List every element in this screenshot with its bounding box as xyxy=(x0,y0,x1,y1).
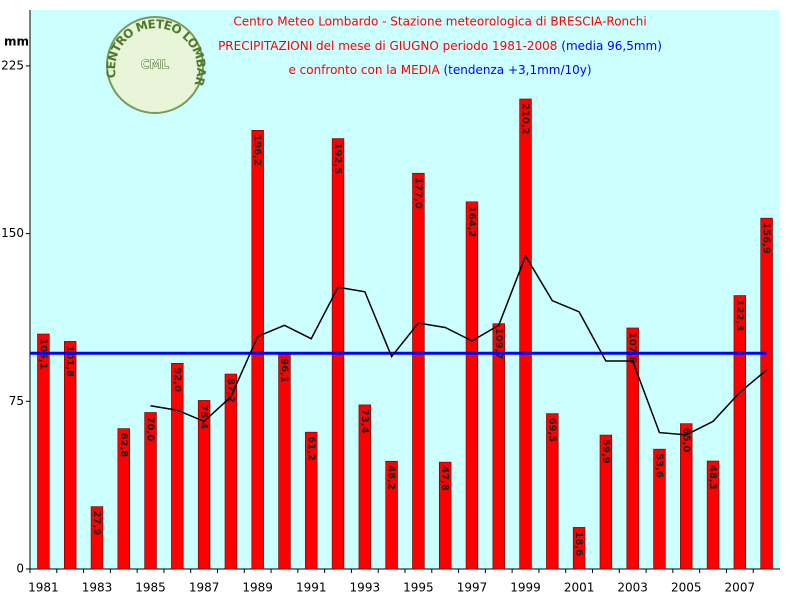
x-tick-label: 1981 xyxy=(28,581,59,595)
value-label: 177,0 xyxy=(412,177,423,209)
x-tick-label: 1995 xyxy=(403,581,434,595)
value-label: 48,3 xyxy=(707,465,718,490)
bar xyxy=(251,129,264,570)
bar xyxy=(653,448,666,570)
value-label: 109,7 xyxy=(493,328,504,360)
chart-title: Centro Meteo Lombardo - Stazione meteoro… xyxy=(233,15,646,29)
value-label: 164,2 xyxy=(466,206,477,238)
value-label: 122,3 xyxy=(734,300,745,332)
value-label: 47,8 xyxy=(439,466,450,491)
x-tick-label: 1993 xyxy=(350,581,381,595)
bar xyxy=(599,434,613,570)
bar xyxy=(358,404,372,570)
x-tick-label: 1983 xyxy=(82,581,113,595)
bar xyxy=(680,423,693,570)
bar xyxy=(760,217,773,570)
bar xyxy=(278,353,291,570)
logo-circle xyxy=(106,16,204,114)
value-label: 210,2 xyxy=(520,103,531,135)
subtitle-note: (media 96,5mm) xyxy=(561,39,662,53)
value-label: 18,6 xyxy=(573,531,584,556)
bar xyxy=(90,506,104,570)
subtitle2-note: (tendenza +3,1mm/10y) xyxy=(444,63,592,77)
value-label: 62,8 xyxy=(118,433,129,458)
bar xyxy=(626,327,639,570)
subtitle2-text: e confronto con la MEDIA xyxy=(288,63,440,77)
y-tick-label: 0 xyxy=(16,562,24,576)
value-label: 92,0 xyxy=(171,367,182,392)
value-label: 48,2 xyxy=(386,465,397,490)
x-tick-label: 2003 xyxy=(617,581,648,595)
value-label: 65,0 xyxy=(680,428,691,453)
bar xyxy=(572,527,586,570)
x-tick-label: 1989 xyxy=(242,581,273,595)
value-label: 96,1 xyxy=(278,358,289,383)
value-label: 27,9 xyxy=(91,511,102,536)
value-label: 70,0 xyxy=(145,416,156,441)
bar xyxy=(546,413,559,570)
value-label: 107,8 xyxy=(627,332,638,364)
bar xyxy=(733,295,747,570)
bar xyxy=(144,412,157,570)
bar xyxy=(117,428,130,570)
x-tick-label: 1987 xyxy=(189,581,220,595)
x-tick-label: 1991 xyxy=(296,581,327,595)
bar xyxy=(224,373,238,570)
bar xyxy=(412,172,425,570)
bar xyxy=(465,201,479,570)
value-label: 53,6 xyxy=(653,453,664,478)
bar xyxy=(492,323,505,570)
value-label: 87,2 xyxy=(225,378,236,403)
value-label: 156,9 xyxy=(761,222,772,254)
x-tick-label: 1985 xyxy=(135,581,166,595)
trend-line xyxy=(150,254,768,436)
y-axis-label: mm xyxy=(4,35,29,49)
bar xyxy=(305,431,318,570)
y-tick-label: 75 xyxy=(9,394,24,408)
bar xyxy=(706,460,720,570)
bar xyxy=(63,341,77,570)
x-tick-label: 2005 xyxy=(671,581,702,595)
y-tick-label: 150 xyxy=(1,226,24,240)
x-tick-label: 1997 xyxy=(457,581,488,595)
value-label: 101,8 xyxy=(64,345,75,377)
x-tick-label: 1999 xyxy=(510,581,541,595)
bar xyxy=(171,362,184,570)
value-label: 69,5 xyxy=(546,418,557,443)
subtitle-text: PRECIPITAZIONI del mese di GIUGNO period… xyxy=(218,39,557,53)
value-label: 61,2 xyxy=(305,436,316,461)
bar xyxy=(519,98,532,570)
bar xyxy=(37,333,50,570)
x-tick-label: 2007 xyxy=(725,581,756,595)
logo-abbr: CML xyxy=(141,58,170,72)
x-tick-label: 2001 xyxy=(564,581,595,595)
value-label: 59,9 xyxy=(600,439,611,464)
bar xyxy=(438,461,452,570)
value-label: 75,4 xyxy=(198,404,209,429)
bar xyxy=(197,400,211,570)
y-tick-label: 225 xyxy=(1,58,24,72)
chart-subtitle-2: e confronto con la MEDIA (tendenza +3,1m… xyxy=(288,63,591,77)
value-label: 73,4 xyxy=(359,409,370,434)
value-label: 196,2 xyxy=(252,134,263,166)
chart-subtitle: PRECIPITAZIONI del mese di GIUGNO period… xyxy=(218,39,662,53)
value-label: 192,5 xyxy=(332,143,343,175)
bar xyxy=(385,460,398,570)
